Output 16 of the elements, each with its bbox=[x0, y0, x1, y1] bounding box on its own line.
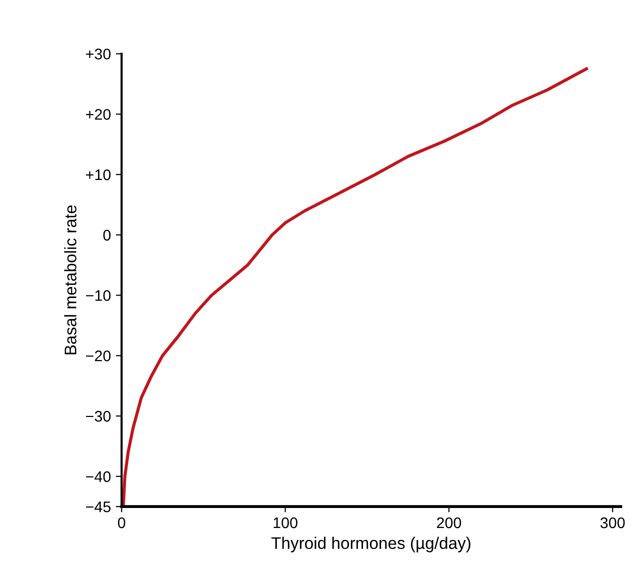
y-tick-label: −10 bbox=[86, 290, 111, 301]
line-series bbox=[122, 67, 588, 507]
y-tick-label: −30 bbox=[86, 410, 111, 422]
x-axis-title: Thyroid hormones (µg/day) bbox=[271, 536, 470, 552]
x-tick-label: 300 bbox=[600, 517, 625, 528]
y-tick-label: +10 bbox=[86, 169, 111, 180]
y-tick-label: −20 bbox=[86, 350, 111, 362]
y-tick-label: +30 bbox=[86, 48, 111, 60]
y-tick-label: 0 bbox=[103, 230, 111, 241]
x-tick-label: 0 bbox=[118, 517, 126, 528]
y-tick-label: +20 bbox=[86, 109, 111, 120]
y-axis-title: Basal metabolic rate bbox=[64, 205, 76, 354]
y-tick-label: −40 bbox=[86, 471, 111, 482]
y-tick-label: −45 bbox=[86, 502, 111, 512]
x-tick-label: 200 bbox=[436, 517, 462, 528]
x-tick-label: 100 bbox=[274, 517, 298, 528]
